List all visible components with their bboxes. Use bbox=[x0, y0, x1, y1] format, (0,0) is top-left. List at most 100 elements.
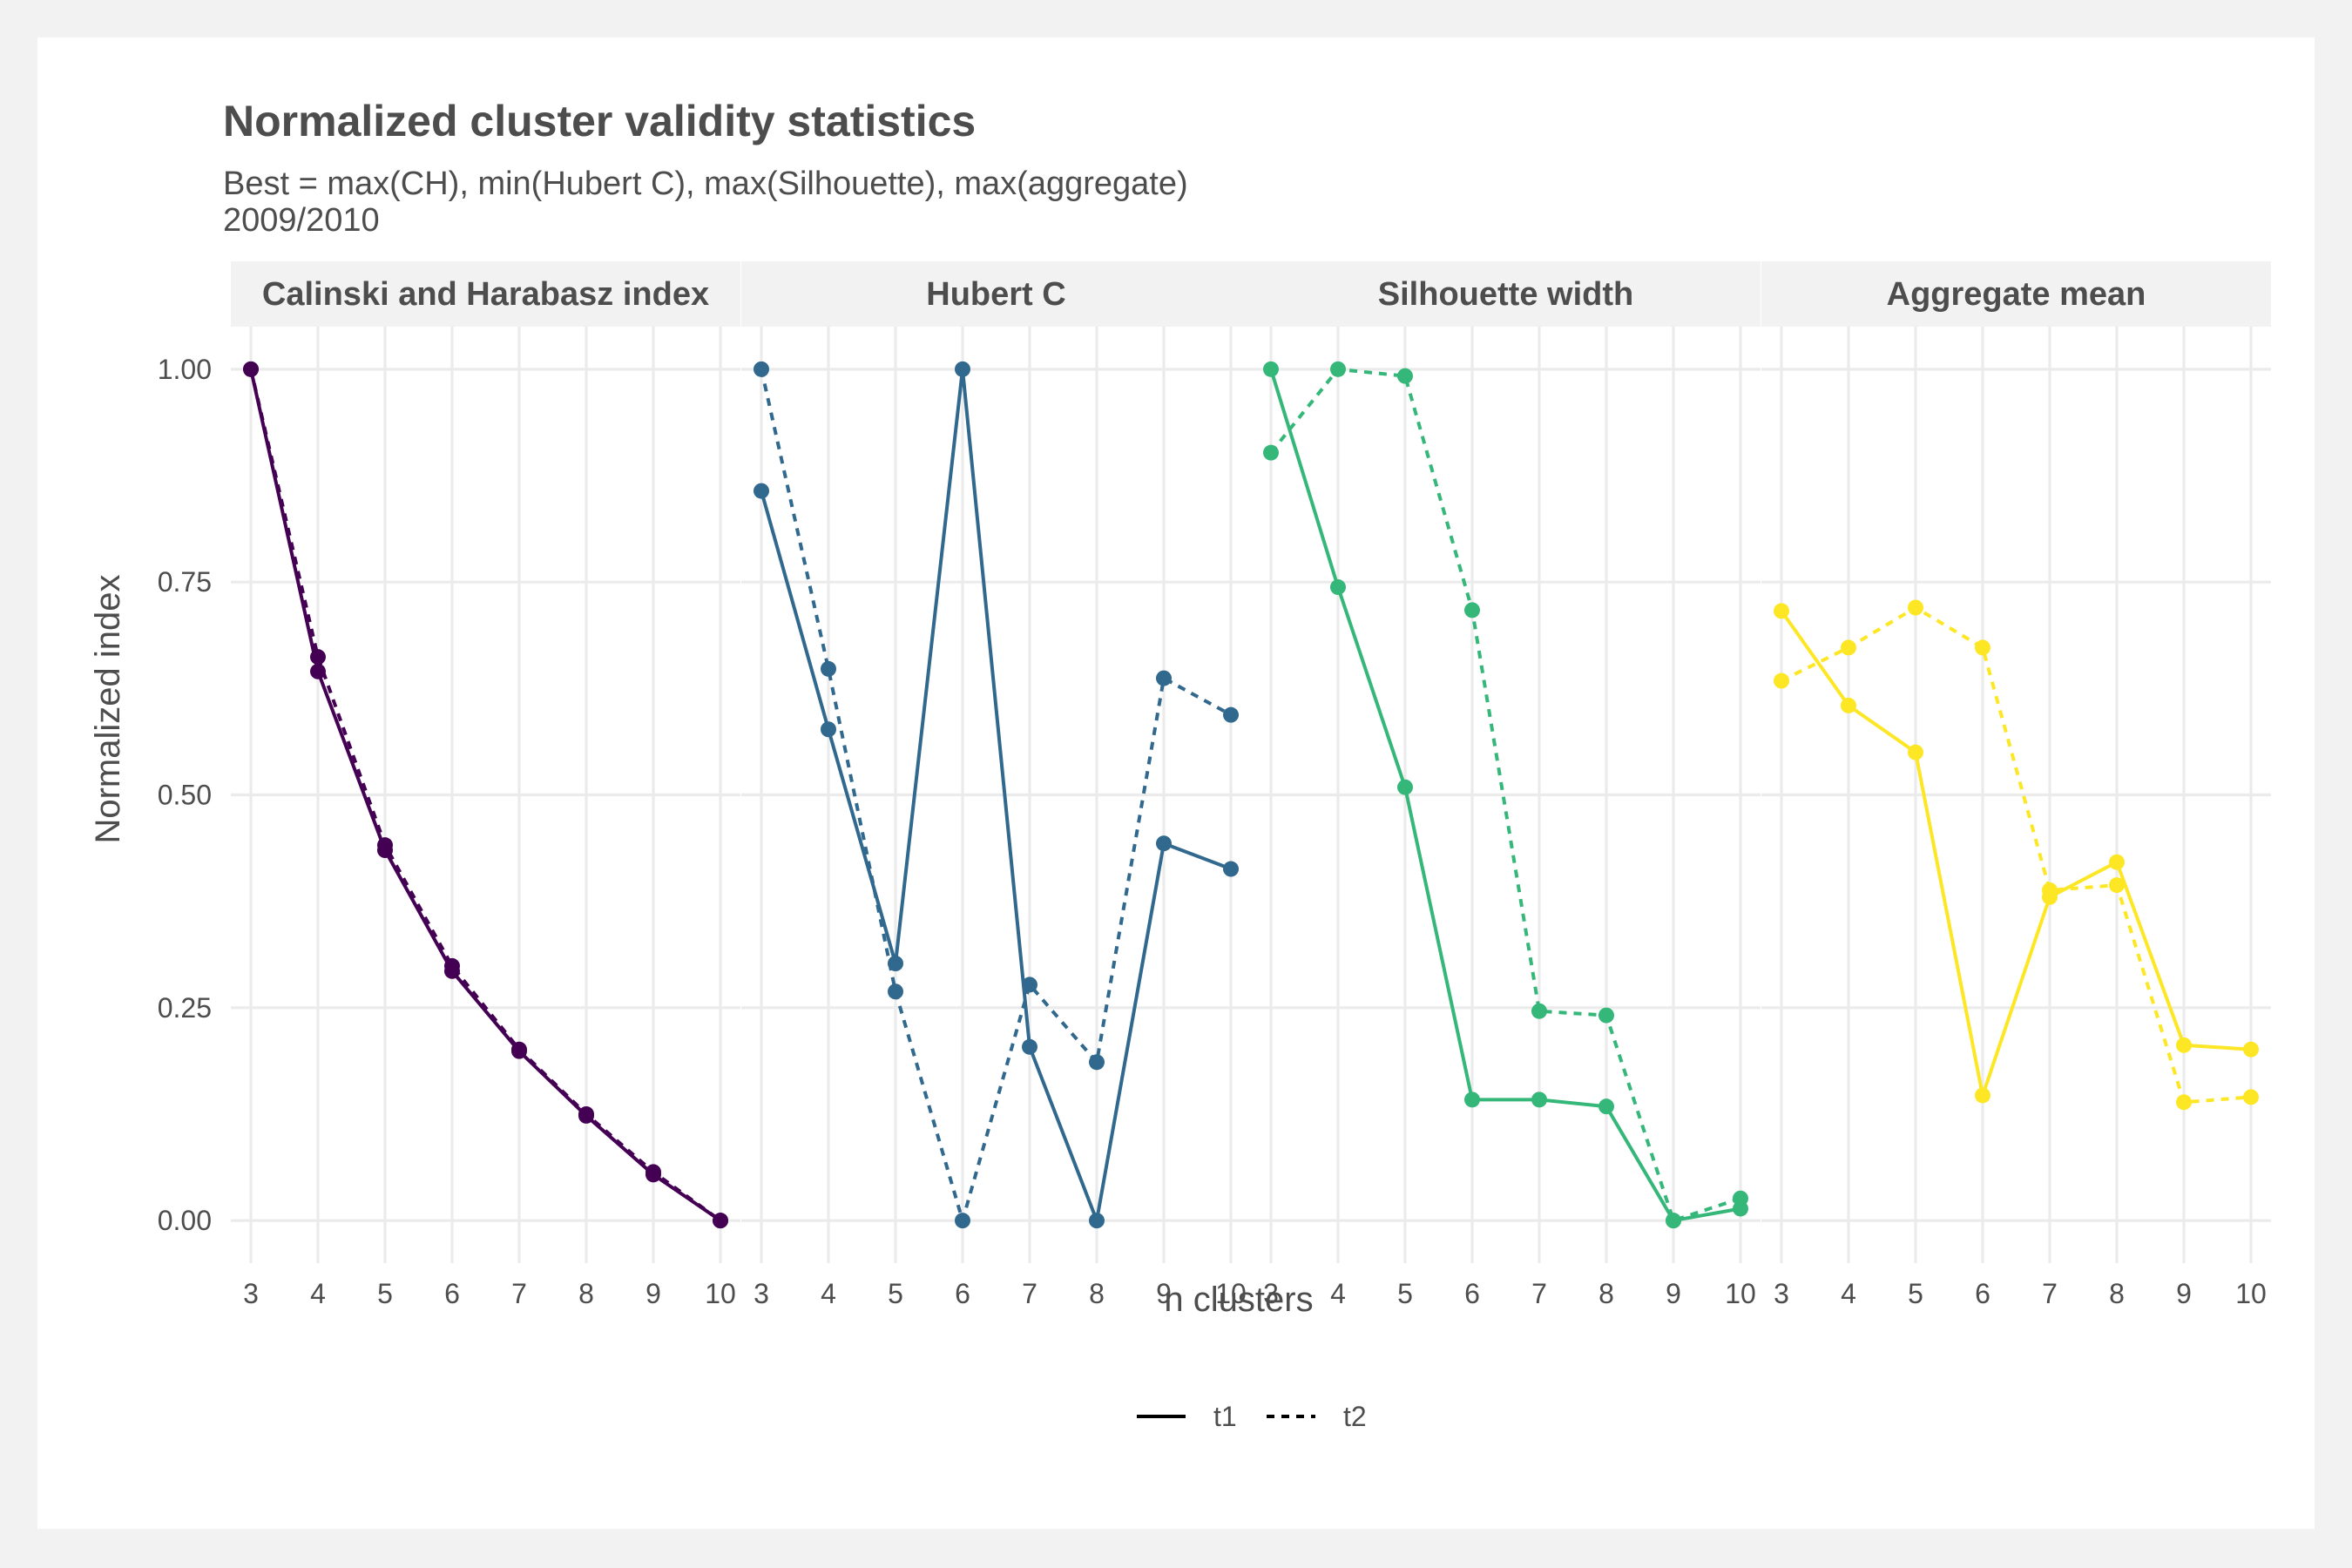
series-line-aggregate-mean-t1 bbox=[1780, 610, 2252, 1098]
data-point-hubert-c-t1 bbox=[1089, 1213, 1105, 1229]
data-point-aggregate-mean-t1 bbox=[1774, 603, 1789, 619]
x-tick-label: 10 bbox=[2235, 1278, 2267, 1309]
series-line-hubert-c-t1 bbox=[760, 367, 1232, 1223]
data-point-silhouette-width-t1 bbox=[1397, 779, 1413, 795]
facet-panels: Calinski and Harabasz index 3 4 5 6 7 8 9 10 0.00… bbox=[158, 261, 2271, 1309]
x-tick-label: 10 bbox=[705, 1278, 736, 1309]
data-point-hubert-c-t1 bbox=[754, 483, 769, 499]
panel-title-aggregate-mean: Aggregate mean bbox=[1887, 276, 2146, 313]
panel-title-silhouette-width: Silhouette width bbox=[1378, 276, 1633, 313]
x-tick-label: 3 bbox=[754, 1278, 769, 1309]
x-tick-label: 4 bbox=[310, 1278, 326, 1309]
x-tick-label: 7 bbox=[511, 1278, 527, 1309]
chart-svg: Normalized cluster validity statistics B… bbox=[89, 97, 2271, 1432]
data-point-calinski-and-harabasz-index-t2 bbox=[377, 837, 393, 854]
y-tick-label: 1.00 bbox=[158, 354, 212, 385]
chart-subtitle-line-1: Best = max(CH), min(Hubert C), max(Silho… bbox=[223, 166, 1188, 202]
data-point-hubert-c-t1 bbox=[1223, 861, 1239, 877]
data-point-calinski-and-harabasz-index-t1 bbox=[310, 663, 326, 679]
data-point-aggregate-mean-t2 bbox=[1975, 639, 1990, 656]
data-point-calinski-and-harabasz-index-t2 bbox=[243, 361, 259, 377]
x-tick-label: 7 bbox=[2042, 1278, 2058, 1309]
panel-strip-hubert-c bbox=[741, 261, 1251, 327]
panel-title-calinski-and-harabasz-index: Calinski and Harabasz index bbox=[262, 276, 709, 313]
series-line-silhouette-width-t1 bbox=[1269, 368, 1741, 1223]
data-point-silhouette-width-t1 bbox=[1598, 1098, 1614, 1115]
x-tick-label: 4 bbox=[1330, 1278, 1346, 1309]
x-tick-label: 6 bbox=[444, 1278, 460, 1309]
x-tick-label: 3 bbox=[1263, 1278, 1279, 1309]
series-line-silhouette-width-t2 bbox=[1269, 367, 1741, 1223]
panel-title-hubert-c: Hubert C bbox=[926, 276, 1065, 313]
data-point-silhouette-width-t2 bbox=[1598, 1007, 1614, 1024]
x-tick-label: 9 bbox=[2176, 1278, 2192, 1309]
data-point-hubert-c-t2 bbox=[821, 660, 836, 677]
x-tick-label: 8 bbox=[578, 1278, 594, 1309]
data-point-aggregate-mean-t2 bbox=[1841, 639, 1856, 656]
x-tick-label: 3 bbox=[1774, 1278, 1789, 1309]
data-point-aggregate-mean-t1 bbox=[1908, 744, 1923, 760]
data-point-hubert-c-t2 bbox=[1022, 977, 1037, 993]
legend-label-t1: t1 bbox=[1213, 1401, 1237, 1432]
x-tick-label: 10 bbox=[1215, 1278, 1247, 1309]
panel-strip-silhouette-width bbox=[1251, 261, 1761, 327]
x-tick-label: 5 bbox=[888, 1278, 903, 1309]
data-point-hubert-c-t1 bbox=[955, 361, 970, 377]
data-point-silhouette-width-t1 bbox=[1330, 579, 1346, 596]
data-point-silhouette-width-t2 bbox=[1464, 602, 1480, 618]
x-tick-label: 5 bbox=[1908, 1278, 1923, 1309]
legend: t1 t2 bbox=[1137, 1401, 1367, 1432]
x-tick-label: 9 bbox=[1156, 1278, 1172, 1309]
legend-label-t2: t2 bbox=[1343, 1401, 1367, 1432]
chart-title: Normalized cluster validity statistics bbox=[223, 97, 976, 145]
data-point-silhouette-width-t2 bbox=[1263, 444, 1279, 461]
x-tick-label: 6 bbox=[955, 1278, 970, 1309]
x-tick-label: 10 bbox=[1725, 1278, 1756, 1309]
x-tick-label: 7 bbox=[1531, 1278, 1547, 1309]
chart-card: Normalized cluster validity statistics B… bbox=[37, 37, 2315, 1529]
series-line-calinski-and-harabasz-index-t1 bbox=[249, 368, 722, 1222]
data-point-aggregate-mean-t2 bbox=[2042, 882, 2058, 898]
x-tick-label: 8 bbox=[1598, 1278, 1614, 1309]
y-tick-label: 0.25 bbox=[158, 992, 212, 1024]
data-point-calinski-and-harabasz-index-t2 bbox=[511, 1041, 527, 1058]
panel-strip-calinski-and-harabasz-index bbox=[231, 261, 740, 327]
data-point-silhouette-width-t1 bbox=[1263, 361, 1279, 377]
series-line-hubert-c-t2 bbox=[760, 368, 1232, 1223]
y-tick-label: 0.50 bbox=[158, 780, 212, 811]
x-tick-label: 3 bbox=[243, 1278, 259, 1309]
data-point-calinski-and-harabasz-index-t2 bbox=[444, 957, 460, 974]
panel-hubert-c: Hubert C 3 4 5 6 7 8 9 10 bbox=[741, 261, 1251, 1309]
y-tick-label: 0.75 bbox=[158, 566, 212, 598]
data-point-silhouette-width-t2 bbox=[1666, 1213, 1681, 1229]
data-point-hubert-c-t2 bbox=[955, 1213, 970, 1229]
data-point-calinski-and-harabasz-index-t2 bbox=[713, 1213, 728, 1229]
data-point-aggregate-mean-t1 bbox=[1841, 697, 1856, 713]
data-point-hubert-c-t1 bbox=[821, 721, 836, 738]
data-point-silhouette-width-t1 bbox=[1531, 1092, 1547, 1108]
series-line-aggregate-mean-t2 bbox=[1781, 605, 2252, 1105]
data-point-hubert-c-t1 bbox=[1156, 835, 1172, 852]
panel-silhouette-width: Silhouette width 3 4 5 6 7 8 9 10 bbox=[1251, 261, 1761, 1309]
panel-strip-aggregate-mean bbox=[1761, 261, 2271, 327]
chart-subtitle-line-2: 2009/2010 bbox=[223, 202, 380, 239]
data-point-hubert-c-t2 bbox=[1156, 670, 1172, 686]
x-tick-label: 5 bbox=[1397, 1278, 1413, 1309]
x-tick-label: 9 bbox=[1666, 1278, 1681, 1309]
data-point-hubert-c-t2 bbox=[1089, 1054, 1105, 1071]
x-tick-label: 4 bbox=[821, 1278, 836, 1309]
y-axis-title: Normalized index bbox=[89, 574, 127, 843]
data-point-aggregate-mean-t2 bbox=[2243, 1089, 2259, 1105]
data-point-silhouette-width-t2 bbox=[1330, 361, 1346, 377]
x-tick-label: 8 bbox=[2109, 1278, 2125, 1309]
x-tick-label: 4 bbox=[1841, 1278, 1856, 1309]
data-point-aggregate-mean-t2 bbox=[2109, 877, 2125, 894]
y-tick-label: 0.00 bbox=[158, 1205, 212, 1236]
data-point-aggregate-mean-t2 bbox=[2176, 1094, 2192, 1111]
data-point-silhouette-width-t2 bbox=[1531, 1003, 1547, 1019]
x-tick-label: 8 bbox=[1089, 1278, 1105, 1309]
panel-calinski-and-harabasz-index: Calinski and Harabasz index 3 4 5 6 7 8 9 10 0.00… bbox=[158, 261, 740, 1309]
data-point-aggregate-mean-t1 bbox=[2243, 1041, 2259, 1058]
data-point-silhouette-width-t2 bbox=[1397, 368, 1413, 384]
data-point-hubert-c-t1 bbox=[1022, 1038, 1037, 1055]
